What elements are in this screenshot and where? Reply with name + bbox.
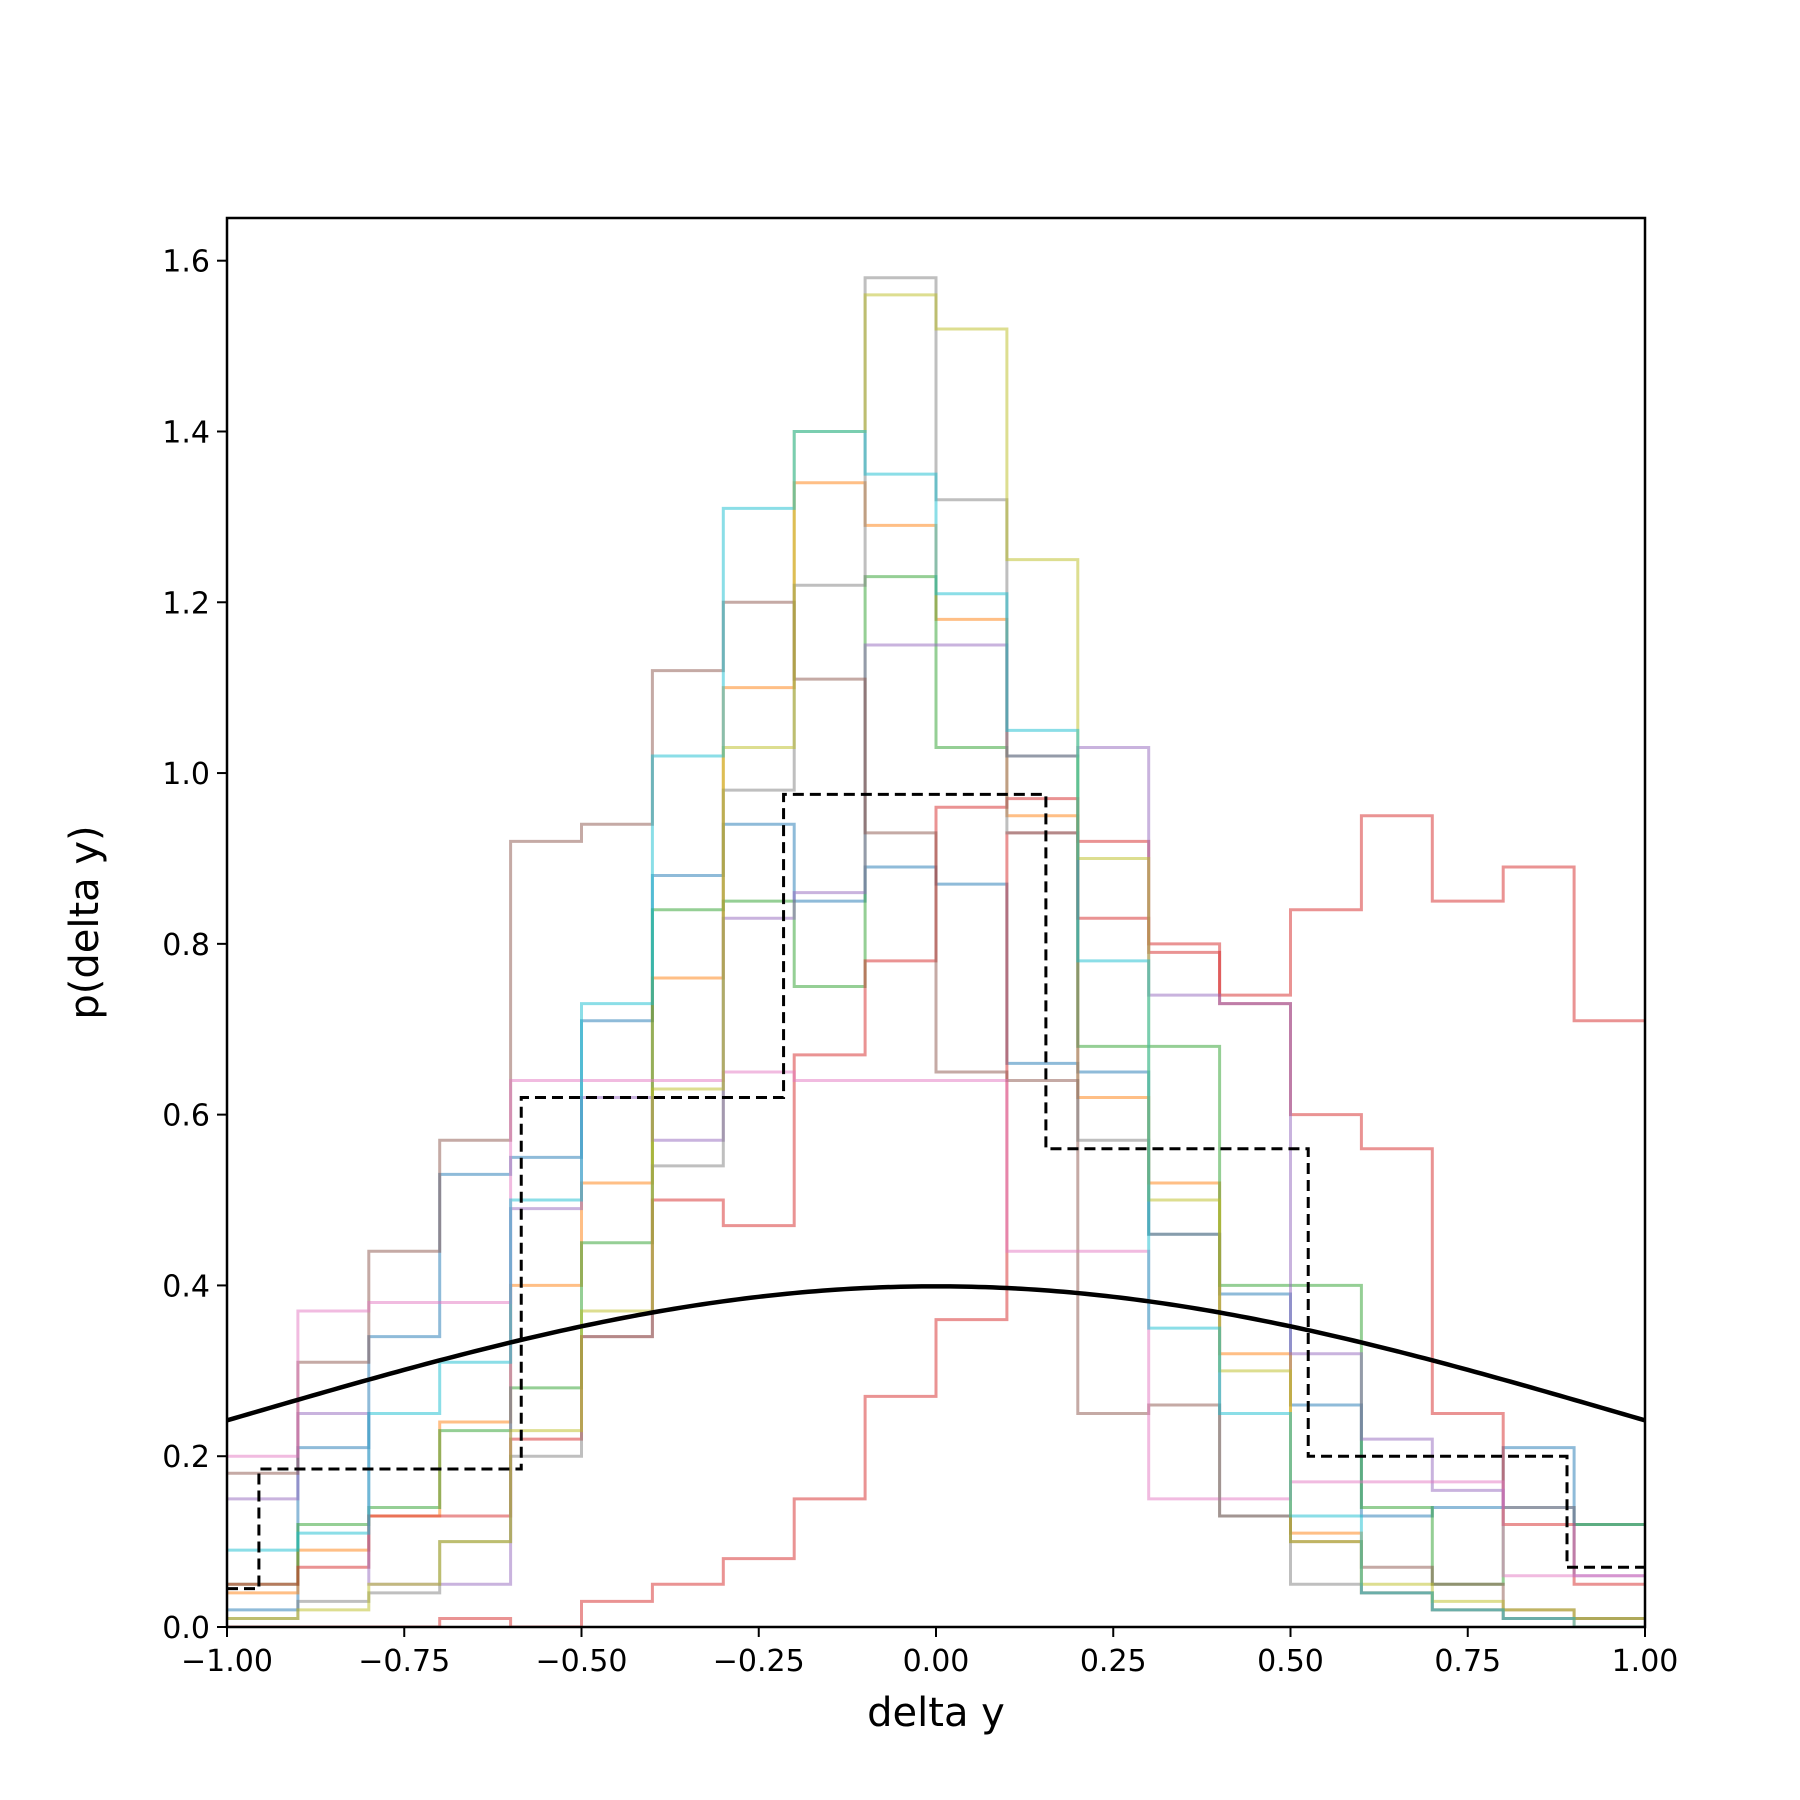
x-axis-label: delta y [867,1690,1005,1736]
x-tick-label: −1.00 [181,1644,273,1679]
axes-frame [225,216,1647,1629]
y-tick-label: 0.8 [162,928,210,963]
histogram-series-8 [227,1070,1645,1578]
y-tick-label: 1.0 [162,757,210,792]
y-tick-label: 0.0 [162,1611,210,1646]
x-axis: −1.00 −0.75 −0.50 −0.25 0.00 0.25 0.50 0.75 1.00 [181,1627,1678,1679]
x-tick-label: 0.50 [1257,1644,1324,1679]
histogram-series-10 [227,293,1645,1620]
normal-pdf-curve [227,1284,1645,1423]
y-axis: 0.0 0.2 0.4 0.6 0.8 1.0 1.2 1.4 1.6 [162,245,227,1646]
histogram-series-11 [227,429,1645,1627]
y-tick-label: 0.2 [162,1440,210,1475]
x-tick-label: 0.25 [1080,1644,1147,1679]
plot-area [227,276,1645,1627]
y-tick-label: 1.4 [162,415,210,450]
x-tick-label: −0.75 [358,1644,450,1679]
x-tick-label: 0.75 [1434,1644,1501,1679]
y-tick-label: 1.6 [162,245,210,280]
y-tick-label: 0.6 [162,1099,210,1134]
y-axis-label: p(delta y) [62,825,108,1019]
x-tick-label: 1.00 [1612,1644,1679,1679]
histogram-series-3 [227,575,1645,1586]
y-tick-label: 0.4 [162,1269,210,1304]
x-tick-label: −0.50 [536,1644,628,1679]
x-tick-label: 0.00 [903,1644,970,1679]
x-tick-label: −0.25 [713,1644,805,1679]
y-tick-label: 1.2 [162,586,210,621]
histogram-series-mean-dashed [227,792,1645,1591]
histogram-series-4 [227,814,1645,1627]
histogram-series-7 [227,600,1645,1620]
